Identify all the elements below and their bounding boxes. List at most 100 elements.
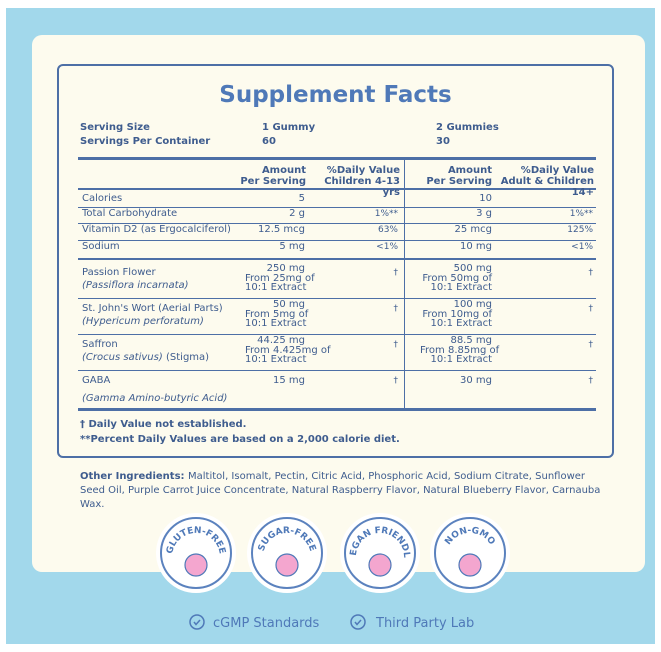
row-name: Saffron [82, 339, 118, 350]
row-sub: (Hypericum perforatum) [82, 316, 204, 327]
amount-line: 250 mg [266, 263, 305, 274]
amount-line: From 8.85mg of [420, 344, 500, 356]
rule [78, 223, 596, 224]
amount: 2 g [289, 208, 305, 219]
daily-value: † [588, 268, 594, 278]
amount-line: 100 mg [453, 299, 492, 310]
rule [78, 408, 596, 411]
daily-value: † [588, 376, 594, 386]
row-sub: (Passiflora incarnata) [82, 280, 189, 291]
ingredients-text: Maltitol, Isomalt, Pectin, Citric Acid, … [80, 471, 601, 510]
badge [160, 517, 232, 589]
check-icon [350, 614, 366, 630]
rule [78, 188, 596, 190]
row-name: Vitamin D2 (as Ergocalciferol) [82, 224, 231, 235]
rule [78, 298, 596, 299]
row-sub: (Gamma Amino-butyric Acid) [82, 393, 228, 404]
daily-value: † [393, 376, 399, 386]
row-name: GABA [82, 375, 111, 386]
amount-line: 10:1 Extract [245, 354, 307, 365]
amount-line: 88.5 mg [450, 335, 492, 346]
ingredients-label: Other Ingredients: [80, 471, 185, 482]
rule [78, 157, 596, 160]
column-divider [404, 160, 405, 408]
rule [78, 258, 596, 260]
daily-value: 1%** [374, 209, 398, 219]
row-name: Passion Flower [82, 267, 156, 278]
daily-value: † [393, 304, 399, 314]
serving-cell: 30 [436, 136, 450, 147]
daily-value: † [393, 268, 399, 278]
amount-line: 10:1 Extract [245, 318, 307, 329]
daily-value: † [588, 340, 594, 350]
daily-value: 1%** [569, 209, 593, 219]
daily-value: 63% [377, 225, 398, 235]
amount: 15 mg [273, 375, 305, 386]
title: Supplement Facts [219, 82, 452, 108]
amount: 5 [298, 193, 305, 204]
amount-line: 50 mg [273, 299, 305, 310]
rule [78, 240, 596, 241]
amount-line: From 4.425mg of [245, 344, 331, 356]
amount-line: From 25mg of [245, 272, 315, 284]
daily-value: † [588, 304, 594, 314]
amount-line: 10:1 Extract [430, 282, 492, 293]
facts-box [57, 64, 614, 458]
other-ingredients: Other Ingredients: Maltitol, Isomalt, Pe… [80, 470, 610, 512]
check-mark [354, 619, 362, 626]
serving-cell: 60 [262, 136, 276, 147]
daily-value: 125% [567, 225, 593, 235]
daily-value: † [393, 340, 399, 350]
rule [78, 370, 596, 371]
daily-value: <1% [571, 242, 593, 252]
row-name: Calories [82, 193, 123, 204]
badge-icon [368, 553, 392, 577]
rule [78, 334, 596, 335]
column-header: Amount Per Serving [426, 165, 492, 187]
check-mark [193, 619, 201, 626]
amount: 5 mg [279, 241, 305, 252]
row-name: St. John's Wort (Aerial Parts) [82, 303, 223, 314]
badge-icon [458, 553, 482, 577]
column-header: %Daily Value Children 4-13 yrs [324, 165, 400, 198]
badge-icon [275, 553, 299, 577]
amount-line: 10:1 Extract [430, 354, 492, 365]
row-sub-note: (Stigma) [166, 352, 210, 363]
card [32, 35, 645, 572]
amount-line: 500 mg [453, 263, 492, 274]
footer-label: cGMP Standards [213, 616, 320, 631]
row-sub: (Crocus sativus) [82, 352, 163, 363]
amount-line: From 5mg of [245, 308, 309, 320]
badge [251, 517, 323, 589]
column-header: %Daily Value Adult & Children 14+ [500, 165, 594, 198]
serving-cell: 1 Gummy [262, 122, 316, 133]
amount-line: 10:1 Extract [245, 282, 307, 293]
footnote: **Percent Daily Values are based on a 2,… [80, 434, 400, 445]
amount: 30 mg [460, 375, 492, 386]
row-name: Sodium [82, 241, 120, 252]
amount: 25 mcg [454, 224, 493, 235]
amount-line: 10:1 Extract [430, 318, 492, 329]
serving-cell: Servings Per Container [80, 136, 211, 147]
row-name: Total Carbohydrate [82, 208, 178, 219]
serving-cell: 2 Gummies [436, 122, 499, 133]
serving-cell: Serving Size [80, 122, 150, 133]
footer-label: Third Party Lab [375, 616, 474, 631]
amount-line: 44.25 mg [257, 335, 305, 346]
amount: 10 mg [460, 241, 492, 252]
amount: 3 g [476, 208, 492, 219]
badge [434, 517, 506, 589]
badge [344, 517, 416, 589]
rule [78, 207, 596, 208]
amount: 10 [479, 193, 492, 204]
check-icon [189, 614, 205, 630]
column-header: Amount Per Serving [240, 165, 306, 187]
amount-line: From 10mg of [422, 308, 492, 320]
amount-line: From 50mg of [422, 272, 492, 284]
amount: 12.5 mcg [257, 224, 305, 235]
daily-value: <1% [376, 242, 398, 252]
footnote: † Daily Value not established. [80, 419, 247, 430]
badge-icon [184, 553, 208, 577]
